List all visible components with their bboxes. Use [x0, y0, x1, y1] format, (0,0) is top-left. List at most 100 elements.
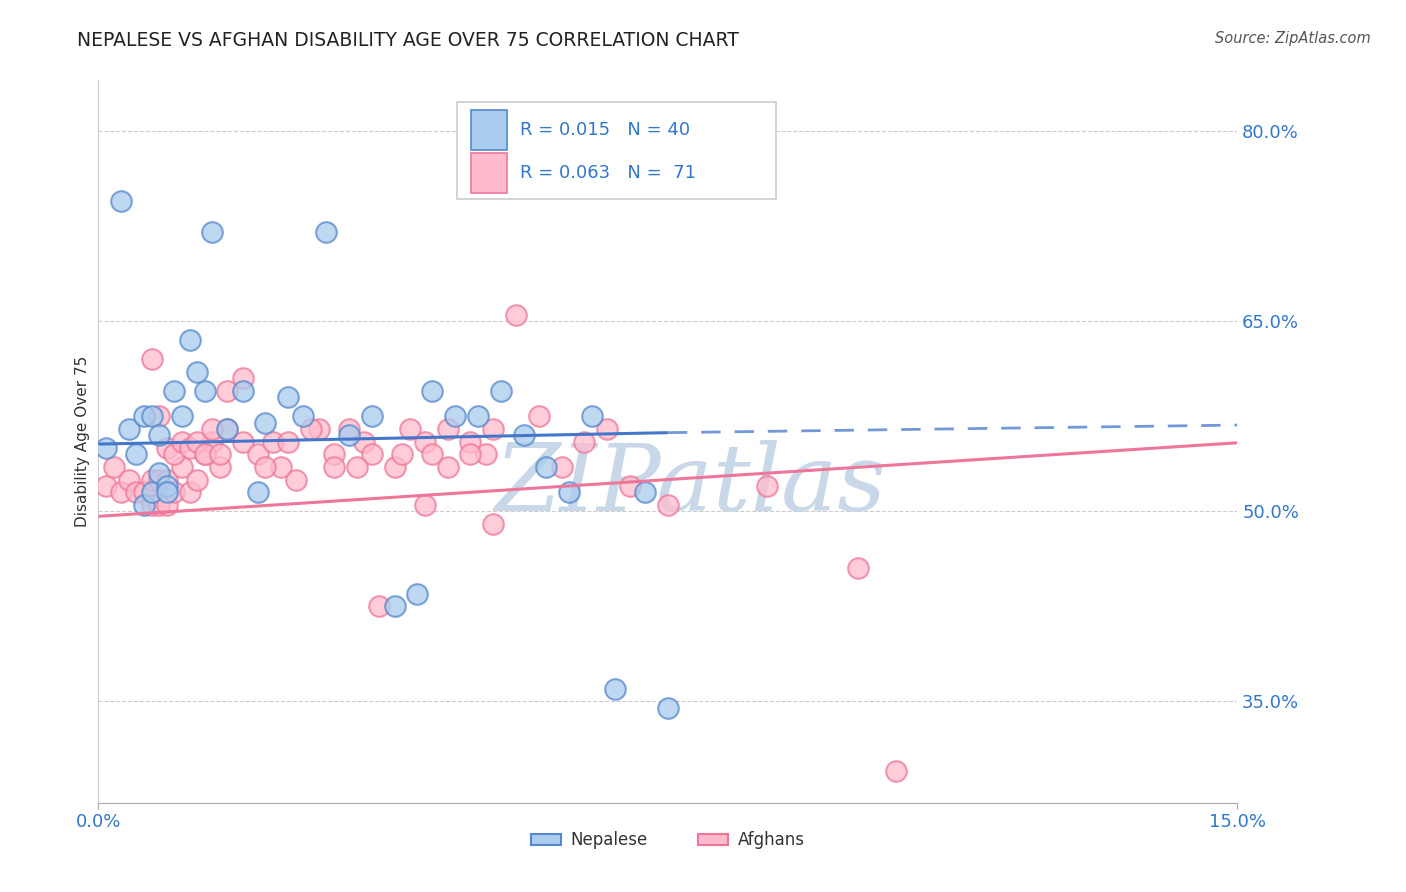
- Legend: Nepalese, Afghans: Nepalese, Afghans: [524, 824, 811, 856]
- Point: [360, 409, 382, 424]
- Point: [94, 441, 117, 455]
- Point: [141, 485, 163, 500]
- Point: [550, 459, 572, 474]
- Point: [179, 441, 201, 455]
- Point: [217, 384, 239, 398]
- Point: [460, 434, 482, 449]
- Point: [391, 447, 413, 461]
- Point: [527, 409, 550, 424]
- Point: [201, 422, 224, 436]
- Point: [657, 700, 679, 714]
- Point: [148, 473, 170, 487]
- Point: [353, 434, 375, 449]
- Point: [186, 365, 208, 379]
- Point: [292, 409, 315, 424]
- Point: [482, 422, 505, 436]
- Point: [482, 516, 505, 531]
- Point: [422, 447, 444, 461]
- Point: [322, 447, 344, 461]
- Point: [186, 434, 208, 449]
- Point: [232, 371, 254, 385]
- Point: [94, 479, 117, 493]
- Point: [141, 498, 163, 512]
- Point: [619, 479, 641, 493]
- Point: [179, 333, 201, 347]
- Point: [489, 384, 512, 398]
- Point: [170, 409, 193, 424]
- Point: [156, 485, 179, 500]
- Text: R = 0.015   N = 40: R = 0.015 N = 40: [520, 121, 690, 139]
- Point: [406, 587, 429, 601]
- Point: [346, 459, 368, 474]
- Point: [179, 485, 201, 500]
- Point: [337, 428, 360, 442]
- Point: [163, 447, 186, 461]
- Point: [246, 447, 269, 461]
- Point: [634, 485, 657, 500]
- Point: [384, 599, 406, 614]
- Point: [148, 428, 170, 442]
- Point: [413, 434, 436, 449]
- Point: [254, 416, 277, 430]
- Point: [277, 434, 299, 449]
- Point: [208, 459, 231, 474]
- Point: [132, 409, 155, 424]
- FancyBboxPatch shape: [457, 102, 776, 200]
- Point: [246, 485, 269, 500]
- Point: [103, 459, 125, 474]
- Point: [201, 226, 224, 240]
- Point: [755, 479, 778, 493]
- Text: Source: ZipAtlas.com: Source: ZipAtlas.com: [1215, 31, 1371, 46]
- Point: [262, 434, 284, 449]
- Point: [284, 473, 307, 487]
- Point: [141, 473, 163, 487]
- Point: [110, 485, 132, 500]
- Y-axis label: Disability Age Over 75: Disability Age Over 75: [75, 356, 90, 527]
- Point: [360, 447, 382, 461]
- Point: [474, 447, 496, 461]
- Point: [118, 422, 141, 436]
- Point: [512, 428, 534, 442]
- Point: [299, 422, 322, 436]
- Point: [132, 485, 155, 500]
- Point: [186, 473, 208, 487]
- Point: [232, 434, 254, 449]
- Point: [467, 409, 489, 424]
- Point: [384, 459, 406, 474]
- FancyBboxPatch shape: [471, 153, 508, 193]
- Point: [208, 447, 231, 461]
- Point: [315, 226, 337, 240]
- Point: [277, 390, 299, 404]
- Point: [156, 479, 179, 493]
- Point: [118, 473, 141, 487]
- Point: [132, 498, 155, 512]
- Point: [505, 308, 527, 322]
- Point: [194, 447, 217, 461]
- Text: R = 0.063   N =  71: R = 0.063 N = 71: [520, 164, 696, 182]
- Point: [217, 422, 239, 436]
- Text: NEPALESE VS AFGHAN DISABILITY AGE OVER 75 CORRELATION CHART: NEPALESE VS AFGHAN DISABILITY AGE OVER 7…: [77, 31, 740, 50]
- Point: [603, 681, 626, 696]
- Point: [141, 409, 163, 424]
- Point: [156, 498, 179, 512]
- Point: [581, 409, 603, 424]
- Point: [201, 434, 224, 449]
- Point: [368, 599, 391, 614]
- Point: [141, 352, 163, 367]
- Point: [148, 467, 170, 481]
- Text: ZIPatlas: ZIPatlas: [495, 440, 887, 530]
- Point: [337, 422, 360, 436]
- Point: [163, 485, 186, 500]
- Point: [558, 485, 581, 500]
- Point: [194, 384, 217, 398]
- Point: [170, 459, 193, 474]
- FancyBboxPatch shape: [471, 111, 508, 150]
- Point: [194, 447, 217, 461]
- Point: [413, 498, 436, 512]
- Point: [308, 422, 330, 436]
- Point: [125, 447, 148, 461]
- Point: [657, 498, 679, 512]
- Point: [156, 441, 179, 455]
- Point: [148, 498, 170, 512]
- Point: [110, 194, 132, 208]
